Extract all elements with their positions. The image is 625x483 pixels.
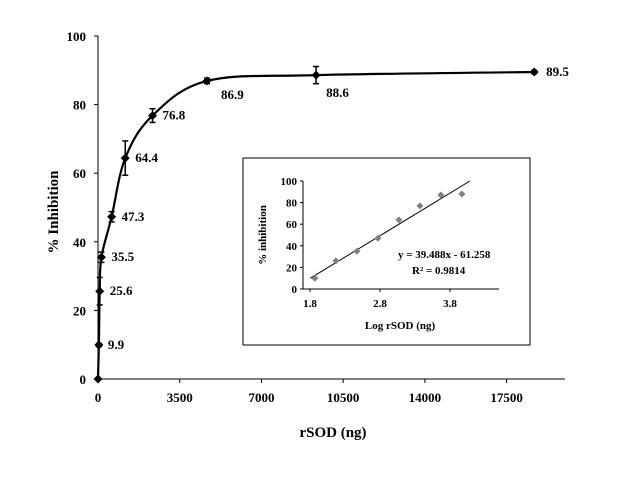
main-data-label: 64.4 (135, 150, 158, 165)
inset-y-ticks: 0 20 40 60 80 100 (281, 176, 303, 296)
main-data-label: 9.9 (108, 337, 125, 352)
main-x-tick-label: 10500 (327, 390, 360, 405)
inset-x-tick-label: 1.8 (303, 298, 317, 310)
inset-y-tick-label: 80 (286, 198, 298, 210)
main-data-label: 86.9 (221, 87, 244, 102)
main-x-tick-label: 3500 (167, 390, 193, 405)
inset-x-tick-label: 2.8 (373, 298, 387, 310)
main-data-point (202, 76, 212, 86)
main-y-tick-label: 20 (73, 303, 86, 318)
inset-y-tick-label: 40 (286, 241, 298, 253)
inset-data-point (416, 202, 424, 210)
main-data-point (148, 111, 158, 121)
inset-equation: y = 39.488x - 61.258 (398, 249, 491, 261)
main-data-point (311, 70, 321, 80)
main-y-tick-label: 40 (73, 235, 86, 250)
main-data-point (94, 340, 104, 350)
inset-data-point (395, 216, 403, 224)
main-data-label: 76.8 (163, 108, 186, 123)
inset-x-tick-label: 3.8 (443, 298, 457, 310)
main-x-ticks: 0 3500 7000 10500 14000 17500 (95, 379, 523, 405)
inset-r-squared: R² = 0.9814 (412, 265, 466, 277)
main-data-point (95, 286, 105, 296)
main-data-label: 47.3 (122, 209, 145, 224)
main-y-tick-label: 60 (73, 166, 86, 181)
inset-x-ticks: 1.8 2.8 3.8 (303, 289, 457, 310)
inset-data-point (458, 190, 466, 198)
main-data-point (93, 374, 103, 384)
inset-frame (242, 157, 531, 346)
main-x-tick-label: 7000 (248, 390, 274, 405)
main-data-label: 35.5 (111, 249, 134, 264)
inset-data-point (311, 274, 319, 282)
main-data-point (107, 212, 117, 222)
main-axes (97, 36, 565, 380)
inset-y-tick-label: 20 (286, 262, 298, 274)
main-x-axis-title: rSOD (ng) (299, 425, 366, 441)
inset-data-point (332, 257, 340, 265)
main-x-tick-label: 17500 (490, 390, 523, 405)
main-data-point (96, 252, 106, 262)
inset-y-tick-label: 0 (292, 284, 298, 296)
inset-data-point (437, 191, 445, 199)
inset-x-axis-title: Log rSOD (ng) (365, 320, 436, 332)
inset-data-point (353, 247, 361, 255)
main-x-tick-label: 0 (95, 390, 102, 405)
main-data-point (529, 67, 539, 77)
inset-y-axis-title: % inhibition (257, 205, 269, 265)
main-y-axis-title: % Inhibition (46, 170, 62, 254)
main-x-tick-label: 14000 (409, 390, 442, 405)
main-data-label: 25.6 (110, 283, 133, 298)
main-data-label: 88.6 (326, 85, 349, 100)
main-data-label: 89.5 (546, 64, 569, 79)
main-data-point (120, 153, 130, 163)
inset-chart: 0 20 40 60 80 100 1.8 2.8 3.8 Log rSOD (ng) % i… (242, 157, 531, 346)
main-y-tick-label: 0 (80, 372, 87, 387)
inset-data-point (374, 234, 382, 242)
main-y-tick-label: 80 (73, 98, 86, 113)
inset-y-tick-label: 60 (286, 219, 298, 231)
main-series: 9.9 25.6 35.5 47.3 64.4 76.8 86.9 88.6 89.5 (93, 64, 569, 384)
main-y-tick-label: 100 (67, 29, 87, 44)
main-y-ticks: 0 20 40 60 80 100 (67, 29, 98, 387)
inset-series (310, 180, 471, 282)
inset-y-tick-label: 100 (281, 176, 298, 188)
